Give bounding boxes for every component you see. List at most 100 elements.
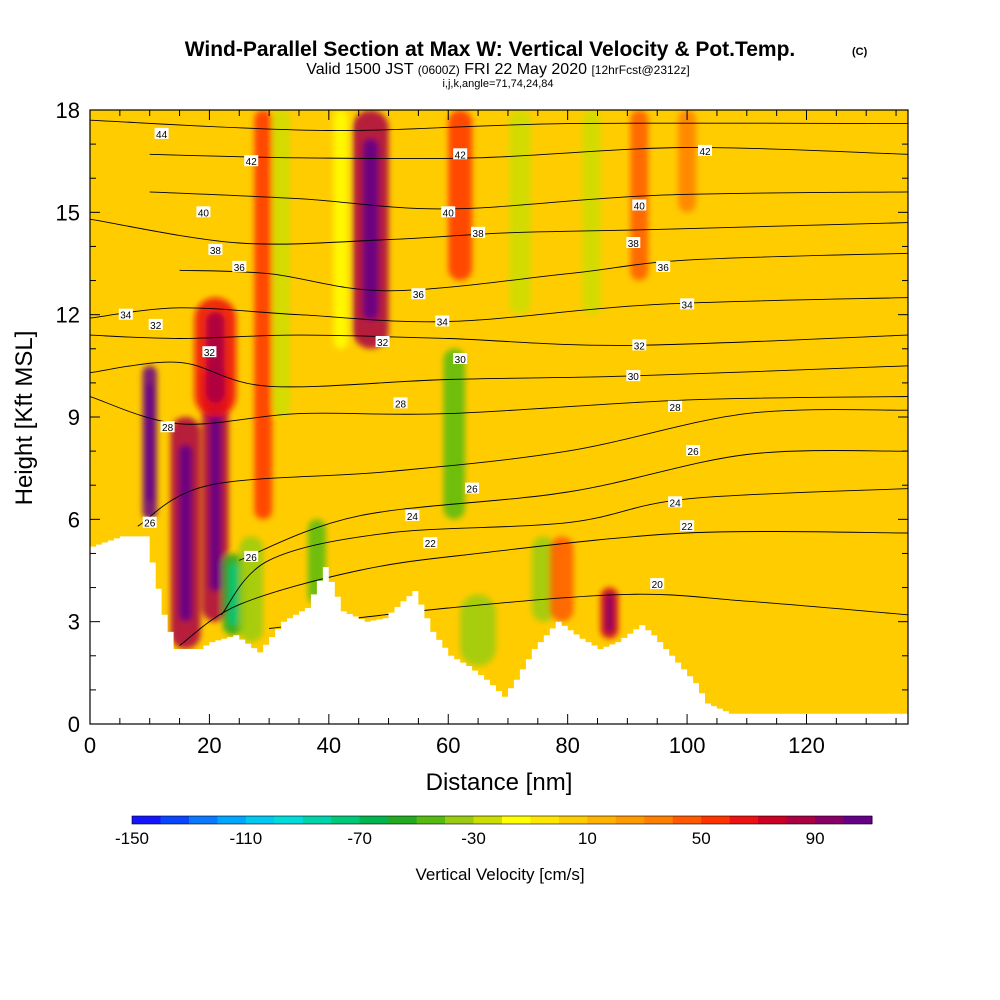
contour-label-text: 24 [407, 512, 419, 523]
colorbar-frame [131, 815, 873, 825]
y-tick-labels: 0 3 6 9 12 15 18 [56, 98, 80, 737]
theta-contour-line [90, 297, 908, 323]
contour-label: 30 [626, 370, 641, 383]
contour-label: 34 [435, 315, 450, 329]
contour-label: 28 [160, 421, 175, 434]
colorbar-swatch [701, 816, 731, 824]
velocity-core [206, 311, 225, 403]
contour-label-bg [632, 199, 647, 211]
velocity-cell [239, 536, 264, 643]
velocity-cell [460, 594, 497, 667]
contour-label: 32 [375, 336, 390, 349]
contour-label-bg [441, 206, 456, 218]
chart-params: i,j,k,angle=71,74,24,84 [442, 78, 553, 90]
colorbar-tick-label: -110 [229, 829, 262, 848]
contour-label: 34 [680, 298, 695, 311]
contour-label-bg [244, 155, 259, 167]
contour-label: 32 [632, 339, 647, 352]
contour-label-text: 38 [210, 246, 222, 257]
contour-label: 24 [668, 496, 683, 509]
contour-label-bg [118, 308, 133, 320]
contour-label: 26 [465, 482, 480, 496]
x-tick-label: 0 [84, 733, 96, 758]
contour-label-text: 22 [425, 539, 437, 550]
contour-label-bg [650, 578, 665, 590]
colorbar-tick-label: -70 [347, 829, 372, 848]
velocity-cell [549, 536, 574, 622]
contour-labels: 44 42 42 42 40 40 40 38 38 38 36 36 36 34 34 34 32 32 32 32… [118, 127, 712, 591]
theta-contour-line [137, 409, 908, 527]
contour-label: 38 [626, 237, 641, 250]
colorbar-swatch [815, 816, 845, 824]
contour-label-bg [405, 509, 420, 521]
subtitle-valid: Valid 1500 JST [306, 61, 414, 78]
subtitle-forecast: [12hrFcst@2312z] [591, 63, 689, 77]
colorbar-swatch [132, 816, 161, 824]
contour-label-text: 32 [634, 341, 646, 352]
contour-label-bg [626, 237, 641, 248]
colorbar-tick-labels: -150 -110 -70 -30 10 50 90 [115, 829, 825, 848]
contour-label: 28 [668, 400, 683, 414]
x-tick-label: 120 [788, 733, 825, 758]
subtitle-date: FRI 22 May 2020 [464, 61, 587, 78]
colorbar-swatch [672, 816, 702, 824]
theta-contour-line [90, 119, 908, 131]
contour-label-bg [453, 148, 468, 160]
contour-label-bg [142, 516, 157, 528]
colorbar-swatch [359, 816, 389, 824]
y-axis-label: Height [Kft MSL] [11, 331, 38, 506]
contour-label: 42 [244, 155, 259, 168]
colorbar-swatch [558, 816, 588, 824]
y-tick-label: 3 [68, 610, 80, 635]
contour-label-bg [244, 550, 259, 562]
colorbar-swatch [160, 816, 190, 824]
contour-label-text: 40 [198, 208, 210, 219]
contour-label-bg [232, 260, 247, 272]
velocity-core [178, 444, 193, 622]
y-tick-label: 18 [56, 98, 80, 123]
contour-label-text: 28 [395, 399, 407, 410]
contour-label-bg [202, 346, 217, 358]
theta-contour-line [179, 252, 908, 292]
contour-label: 44 [154, 127, 169, 141]
contour-label-text: 36 [658, 263, 670, 274]
x-tick-label: 80 [555, 733, 579, 758]
contour-label: 30 [453, 353, 468, 366]
contour-label-text: 32 [150, 321, 162, 332]
contour-label-bg [435, 315, 450, 327]
contour-label: 22 [680, 520, 695, 533]
contour-label-bg [471, 226, 486, 238]
colorbar-swatch [587, 816, 617, 824]
contour-label-text: 34 [682, 300, 694, 311]
contour-label-text: 36 [413, 290, 425, 301]
contour-label-text: 42 [699, 147, 711, 158]
colorbar-label: Vertical Velocity [cm/s] [415, 865, 584, 884]
velocity-cell [333, 110, 348, 349]
contour-label-bg [632, 339, 647, 351]
velocity-cell [448, 110, 473, 281]
contour-label-bg [680, 298, 695, 310]
velocity-cell [272, 110, 291, 417]
velocity-core [362, 138, 379, 321]
velocity-cell [582, 110, 601, 315]
theta-contour-line [239, 450, 908, 561]
contour-label-text: 42 [246, 157, 258, 168]
theta-contour-line [90, 334, 908, 346]
contour-label-text: 38 [473, 229, 485, 240]
contour-label-text: 34 [120, 311, 132, 322]
colorbar-tick-label: -150 [115, 829, 149, 848]
colorbar [131, 815, 873, 825]
velocity-core [228, 563, 239, 626]
contour-label-bg [453, 353, 468, 364]
contour-label-bg [668, 400, 683, 412]
contour-label: 32 [202, 346, 217, 359]
velocity-cell [678, 110, 697, 213]
theta-contour-line [90, 218, 908, 245]
contour-label: 40 [632, 199, 647, 213]
contour-label-bg [423, 537, 438, 549]
colorbar-tick-label: 10 [578, 829, 597, 848]
colorbar-swatch [302, 816, 332, 824]
contour-label-bg [393, 397, 408, 409]
x-axis-label: Distance [nm] [426, 769, 573, 796]
contour-label-text: 44 [156, 130, 168, 141]
